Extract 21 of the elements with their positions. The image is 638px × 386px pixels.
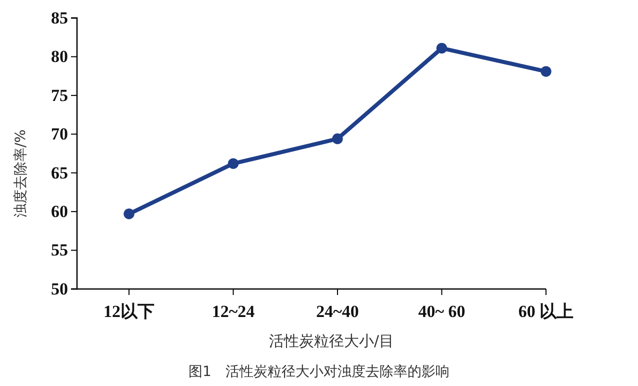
x-axis-title: 活性炭粒径大小/目 [268,332,394,350]
point [228,158,239,169]
text: 图1 活性炭粒径大小对浊度去除率的影响 [188,364,450,380]
point [124,208,134,220]
y-tick-label: 55 [51,240,68,260]
x-tick-label: 40~ 60 [418,302,466,322]
point [540,66,552,77]
y-tick-label: 85 [51,8,68,28]
y-axis-title: 浊度去除率/% [13,129,29,218]
y-tick-label: 80 [51,47,68,66]
y-tick-label: 65 [51,163,68,182]
y-tick-label: 50 [51,279,68,298]
y-tick-label: 70 [51,124,68,144]
y-tick-label: 60 [51,202,68,222]
x-tick-label: 12以下 [104,302,154,322]
y-tick-label: 75 [51,86,68,105]
x-tick-label: 60 以上 [518,302,574,322]
x-tick-label: 24~40 [316,302,359,322]
point [332,133,343,144]
point [436,42,448,54]
x-tick-label: 12~24 [212,302,256,322]
